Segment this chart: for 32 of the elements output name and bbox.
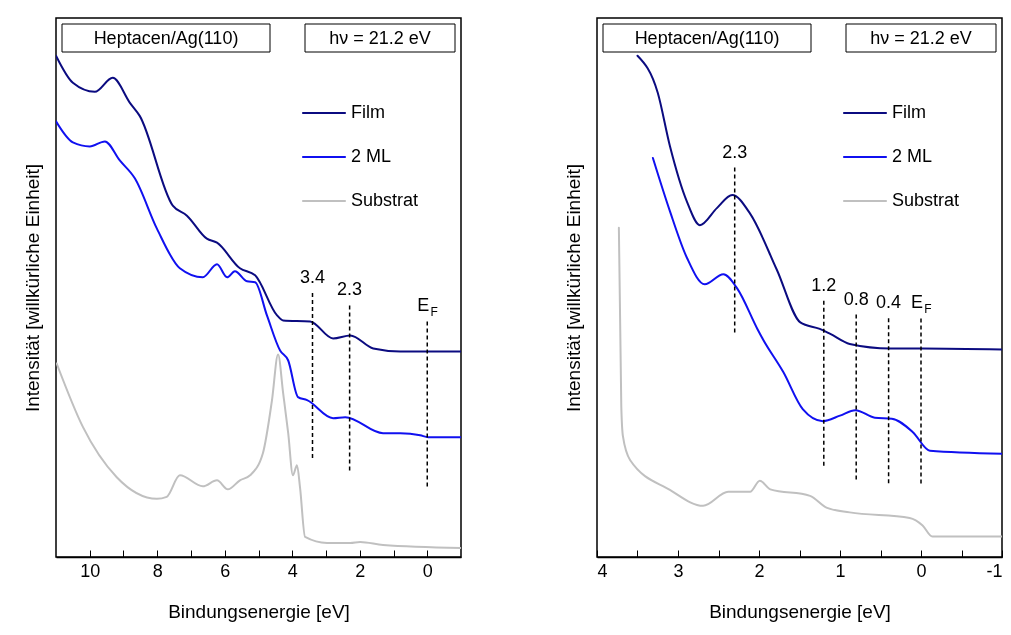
legend-label: Film xyxy=(351,102,385,122)
ref-line-label: 3.4 xyxy=(299,267,326,288)
ref-line-label: 2.3 xyxy=(337,279,363,300)
x-tick-label: 0 xyxy=(916,560,927,581)
x-tick-label: 4 xyxy=(597,560,608,581)
x-tick-label: 6 xyxy=(220,560,231,581)
x-tick-label: 0 xyxy=(422,560,433,581)
ref-line-label: 2.3 xyxy=(722,141,748,162)
x-tick-label: 3 xyxy=(673,560,684,581)
legend-label: Substrat xyxy=(351,190,419,210)
text: Heptacen/Ag(110) xyxy=(93,28,239,48)
ref-line-label: 0.8 xyxy=(843,288,869,309)
legend-label: 2 ML xyxy=(892,146,933,166)
x-axis-title: Bindungsenergie [eV] xyxy=(168,600,350,622)
ref-line-label: 0.4 xyxy=(876,292,902,313)
x-axis-title: Bindungsenergie [eV] xyxy=(709,600,891,622)
x-tick-label: -1 xyxy=(986,560,1003,581)
text: hν = 21.2 eV xyxy=(329,28,431,48)
x-tick-label: 2 xyxy=(754,560,765,581)
ref-line-label: 1.2 xyxy=(811,274,837,295)
legend-label: 2 ML xyxy=(351,146,392,166)
legend-label: Film xyxy=(892,102,926,122)
x-tick-label: 2 xyxy=(355,560,366,581)
y-axis-title: Intensität [willkürliche Einheit] xyxy=(21,163,43,413)
y-axis-title: Intensität [willkürliche Einheit] xyxy=(562,163,584,413)
text: Heptacen/Ag(110) xyxy=(634,28,780,48)
x-tick-label: 4 xyxy=(287,560,298,581)
x-tick-label: 8 xyxy=(152,560,163,581)
x-tick-label: 1 xyxy=(835,560,846,581)
x-tick-label: 10 xyxy=(80,560,101,581)
text: hν = 21.2 eV xyxy=(870,28,972,48)
legend-label: Substrat xyxy=(892,190,960,210)
